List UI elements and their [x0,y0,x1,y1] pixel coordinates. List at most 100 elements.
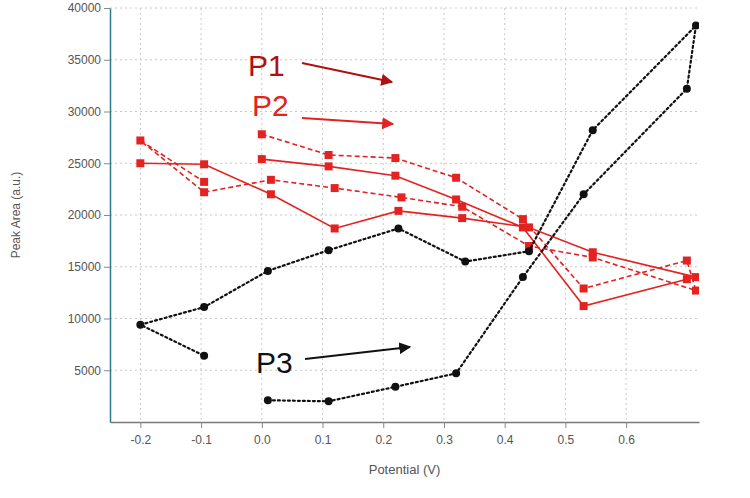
tick: 15000 [68,260,110,274]
tick-label: 20000 [68,208,102,222]
tick: -0.1 [191,422,212,447]
marker [136,321,144,329]
grid-line [110,318,699,319]
tick-mark [565,422,566,428]
marker [325,397,333,405]
tick: 5000 [74,364,110,378]
marker [267,176,275,184]
marker [580,284,588,292]
tick-label: 30000 [68,105,102,119]
tick-label: 0.3 [436,433,453,447]
grid-line [110,59,699,60]
tick: 0.3 [436,422,453,447]
grid-line [443,8,444,422]
marker [136,159,144,167]
marker [391,383,399,391]
tick-mark [262,422,263,428]
marker [200,178,208,186]
marker [580,302,588,310]
series-label: P2 [252,89,289,122]
tick-mark [140,422,141,428]
marker [589,248,597,256]
x-axis: -0.2-0.10.00.10.20.30.40.50.6 [111,422,700,447]
marker [519,273,527,281]
marker [580,190,588,198]
tick: 0.4 [497,422,514,447]
marker [683,275,691,283]
tick: 10000 [68,312,110,326]
y-axis: 5000 10000 15000 20000 25000 30000 35000 40000 [68,1,111,422]
tick-mark [104,215,110,216]
marker [397,193,405,201]
tick-label: 5000 [74,364,101,378]
marker [394,224,402,232]
marker [452,369,460,377]
marker [394,207,402,215]
tick-label: 0.5 [558,433,575,447]
marker [331,224,339,232]
marker [683,85,691,93]
tick-label: 0.4 [497,433,514,447]
tick-label: 0.6 [618,433,635,447]
marker [258,155,266,163]
marker [391,172,399,180]
tick-mark [323,422,324,428]
arrow [302,118,393,124]
marker [325,246,333,254]
tick: -0.2 [131,422,152,447]
marker [200,188,208,196]
grid-line [110,111,699,112]
marker [258,130,266,138]
grid-line [110,266,699,267]
series-label: P1 [248,49,285,82]
tick-mark [104,370,110,371]
tick-mark [201,422,202,428]
tick-label: 40000 [68,1,102,15]
grid-line [322,8,323,422]
tick: 0.0 [254,422,271,447]
grid [110,8,699,422]
tick: 0.5 [558,422,575,447]
arrow [305,347,410,359]
marker [200,160,208,168]
marker [200,352,208,360]
marker [692,287,699,295]
marker [264,267,272,275]
tick-mark [444,422,445,428]
marker [525,247,533,255]
chart: -0.2-0.10.00.10.20.30.40.50.650001000015… [0,0,750,498]
tick-label: -0.2 [131,433,152,447]
tick-mark [383,422,384,428]
marker [461,258,469,266]
marker [452,174,460,182]
tick: 0.2 [375,422,392,447]
tick-mark [104,319,110,320]
marker [331,184,339,192]
marker [692,22,699,30]
tick-label: -0.1 [191,433,212,447]
tick: 40000 [68,1,110,15]
marker [325,162,333,170]
tick-mark [505,422,506,428]
tick-label: 35000 [68,53,102,67]
series-label: P3 [256,346,293,379]
tick-mark [626,422,627,428]
marker [683,257,691,265]
grid-line [110,370,699,371]
tick-label: 10000 [68,312,102,326]
tick: 35000 [68,53,110,67]
tick-mark [104,267,110,268]
x-axis-title: Potential (V) [369,462,441,477]
marker [325,151,333,159]
annotations: P1 P2 P3 [248,49,410,379]
tick-label: 0.0 [254,433,271,447]
tick-mark [104,8,110,9]
tick-mark [104,112,110,113]
plot: -0.2-0.10.00.10.20.30.40.50.650001000015… [68,1,700,447]
tick: 25000 [68,157,110,171]
y-axis-title: Peak Area (a.u.) [9,172,23,259]
marker [200,303,208,311]
marker [692,273,699,281]
grid-line [110,215,699,216]
tick: 20000 [68,208,110,222]
